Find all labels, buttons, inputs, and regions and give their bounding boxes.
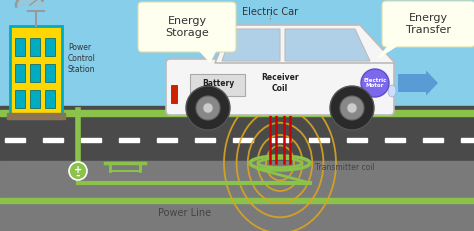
Text: Electric
Motor: Electric Motor bbox=[363, 78, 387, 88]
Bar bbox=[190, 74, 245, 96]
Text: Transmitter coil: Transmitter coil bbox=[315, 164, 375, 173]
Bar bbox=[15, 64, 25, 82]
Bar bbox=[45, 90, 55, 108]
Polygon shape bbox=[378, 43, 401, 58]
Bar bbox=[461, 138, 474, 142]
Ellipse shape bbox=[388, 85, 396, 97]
Bar bbox=[119, 138, 139, 142]
Text: Power
Control
Station: Power Control Station bbox=[68, 43, 96, 74]
Bar bbox=[0, 0, 474, 116]
Bar bbox=[347, 138, 367, 142]
Bar bbox=[45, 64, 55, 82]
Bar bbox=[15, 38, 25, 56]
Polygon shape bbox=[197, 48, 217, 62]
Circle shape bbox=[361, 69, 389, 97]
Text: Battery: Battery bbox=[202, 79, 234, 88]
Bar bbox=[195, 138, 215, 142]
Bar bbox=[30, 38, 40, 56]
Bar bbox=[0, 161, 474, 231]
Bar bbox=[30, 64, 40, 82]
Circle shape bbox=[330, 86, 374, 130]
Bar bbox=[0, 198, 474, 203]
Bar bbox=[309, 138, 329, 142]
Text: Energy
Storage: Energy Storage bbox=[165, 16, 209, 38]
Circle shape bbox=[203, 103, 213, 113]
FancyBboxPatch shape bbox=[382, 1, 474, 47]
Bar bbox=[30, 90, 40, 108]
Bar bbox=[233, 138, 253, 142]
Circle shape bbox=[340, 96, 364, 120]
Text: +: + bbox=[74, 165, 82, 175]
Circle shape bbox=[196, 96, 220, 120]
Bar bbox=[0, 106, 474, 161]
Bar bbox=[171, 85, 177, 103]
Bar bbox=[81, 138, 101, 142]
Text: Electric Car: Electric Car bbox=[242, 7, 298, 17]
Circle shape bbox=[186, 86, 230, 130]
Bar bbox=[7, 113, 65, 119]
Bar bbox=[157, 138, 177, 142]
Bar bbox=[45, 38, 55, 56]
Bar bbox=[43, 138, 63, 142]
Polygon shape bbox=[222, 29, 280, 61]
Polygon shape bbox=[285, 29, 370, 61]
FancyBboxPatch shape bbox=[138, 2, 236, 52]
FancyBboxPatch shape bbox=[166, 59, 394, 115]
Bar bbox=[0, 110, 474, 116]
Text: Power Line: Power Line bbox=[158, 208, 211, 218]
Polygon shape bbox=[215, 25, 395, 63]
Bar bbox=[385, 138, 405, 142]
Bar bbox=[15, 90, 25, 108]
Bar bbox=[5, 138, 25, 142]
Text: Energy
Transfer: Energy Transfer bbox=[406, 13, 451, 35]
Bar bbox=[271, 138, 291, 142]
Bar bbox=[10, 26, 62, 116]
Circle shape bbox=[347, 103, 357, 113]
Text: -: - bbox=[76, 171, 80, 181]
Bar bbox=[423, 138, 443, 142]
FancyArrow shape bbox=[398, 70, 438, 95]
Circle shape bbox=[69, 162, 87, 180]
Text: Receiver
Coil: Receiver Coil bbox=[261, 73, 299, 93]
